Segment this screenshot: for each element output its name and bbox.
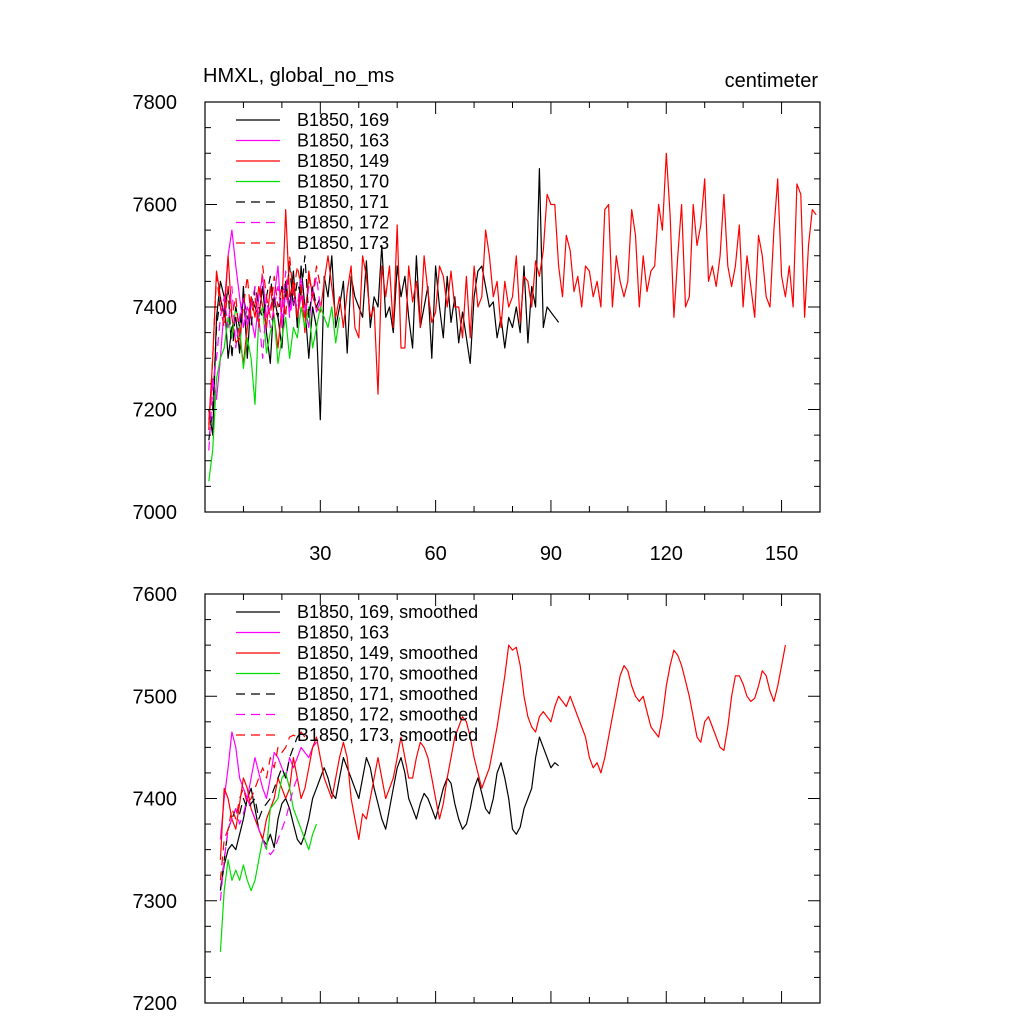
panel-title: HMXL, global_no_ms: [203, 65, 394, 87]
series-line-4: [219, 772, 318, 952]
series-line-7: [219, 731, 306, 881]
y-tick-label: 7400: [133, 297, 178, 319]
y-tick-label: 7600: [133, 195, 178, 217]
series-line-7: [208, 255, 321, 431]
y-tick-label: 7000: [133, 502, 178, 524]
series-line-4: [208, 306, 341, 482]
x-tick-label: 120: [650, 543, 683, 565]
y-tick-label: 7800: [133, 92, 178, 114]
series-line-3: [208, 152, 817, 425]
legend-label: B1850, 173, smoothed: [297, 725, 478, 745]
series-line-1: [219, 736, 559, 891]
y-tick-label: 7300: [133, 891, 178, 913]
series-line-6: [219, 777, 298, 901]
bottom-panel: 7200 7300 7400 7500 7600 B1850, 169, smoothed…: [133, 584, 821, 1015]
y-tick-label: 7200: [133, 993, 178, 1015]
legend-label: B1850, 163: [297, 623, 389, 643]
legend-label: B1850, 149, smoothed: [297, 643, 478, 663]
legend-label: B1850, 171: [297, 192, 389, 212]
legend-label: B1850, 170: [297, 172, 389, 192]
legend-label: B1850, 172, smoothed: [297, 705, 478, 725]
units-label: centimeter: [725, 70, 819, 92]
x-tick-label: 90: [540, 543, 562, 565]
x-tick-label: 30: [309, 543, 331, 565]
legend-label: B1850, 171, smoothed: [297, 684, 478, 704]
series-line-2: [219, 731, 317, 840]
legend-label: B1850, 149: [297, 151, 389, 171]
x-tick-label: 150: [765, 543, 798, 565]
top-panel: HMXL, global_no_ms centimeter 7000 7200 74…: [133, 65, 821, 565]
y-tick-label: 7500: [133, 686, 178, 708]
legend-label: B1850, 173: [297, 233, 389, 253]
y-tick-label: 7600: [133, 584, 178, 606]
legend-label: B1850, 172: [297, 213, 389, 233]
series-line-3: [219, 644, 786, 860]
x-tick-label: 60: [425, 543, 447, 565]
legend-label: B1850, 163: [297, 131, 389, 151]
series-line-6: [208, 270, 321, 451]
legend-label: B1850, 169: [297, 110, 389, 130]
legend-label: B1850, 169, smoothed: [297, 602, 478, 622]
legend-label: B1850, 170, smoothed: [297, 664, 478, 684]
y-tick-label: 7200: [133, 400, 178, 422]
y-tick-label: 7400: [133, 789, 178, 811]
